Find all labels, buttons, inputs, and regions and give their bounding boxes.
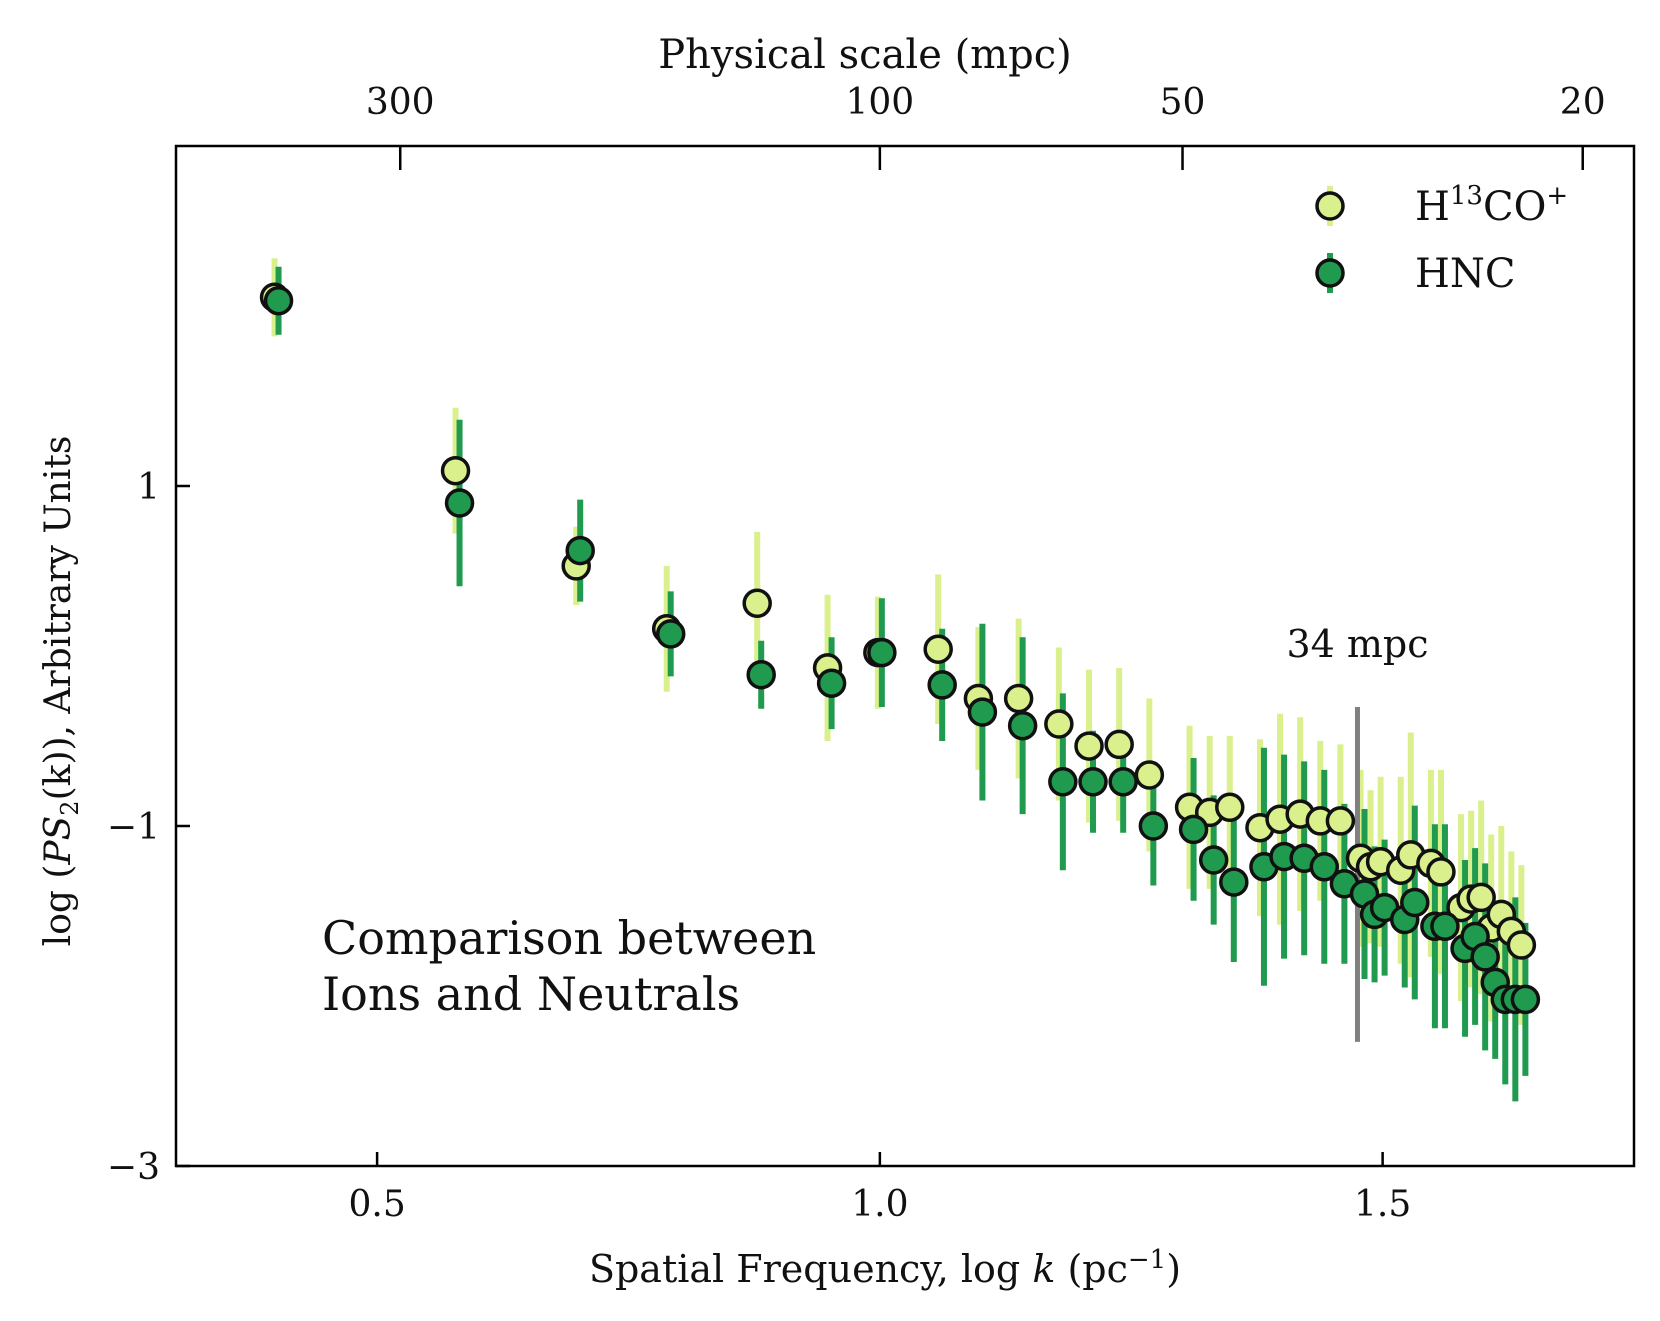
data-point bbox=[1426, 857, 1456, 887]
data-point bbox=[655, 619, 686, 649]
data-point bbox=[1198, 845, 1229, 875]
data-point bbox=[263, 285, 294, 316]
data-point bbox=[923, 634, 953, 664]
data-point bbox=[742, 588, 772, 619]
data-point bbox=[1510, 984, 1541, 1015]
data-point bbox=[1219, 867, 1249, 897]
data-point bbox=[1003, 683, 1034, 714]
data-point bbox=[1470, 942, 1500, 972]
data-point bbox=[1007, 710, 1038, 741]
data-point bbox=[1044, 709, 1074, 739]
data-point bbox=[444, 488, 475, 518]
data-point bbox=[1138, 811, 1169, 841]
data-point bbox=[1430, 911, 1460, 942]
ticks: 0.5 1.0 1.5 1 −1 −3 300 100 50 20 bbox=[107, 82, 1606, 1225]
data-point bbox=[1325, 806, 1356, 836]
y-tick-label: −3 bbox=[107, 1147, 160, 1188]
top-tick-label: 100 bbox=[846, 82, 915, 123]
y-axis-label: log (PS2(k)), Arbitrary Units bbox=[38, 436, 84, 947]
legend-label: HNC bbox=[1415, 251, 1516, 297]
data-point bbox=[967, 697, 998, 727]
annotation-line-1: Comparison between bbox=[322, 911, 816, 965]
legend-label: H13CO+ bbox=[1415, 181, 1568, 230]
data-points bbox=[259, 282, 1541, 1015]
top-tick-label: 50 bbox=[1160, 82, 1206, 123]
top-tick-label: 20 bbox=[1560, 82, 1606, 123]
legend-marker bbox=[1315, 258, 1345, 288]
legend-marker bbox=[1315, 191, 1345, 221]
data-point bbox=[565, 535, 595, 566]
x-axis-label: Spatial Frequency, log k (pc−1) bbox=[589, 1245, 1181, 1291]
x-tick-label: 0.5 bbox=[348, 1184, 405, 1225]
data-point bbox=[1048, 767, 1078, 797]
data-point bbox=[1400, 887, 1430, 918]
data-point bbox=[1108, 767, 1138, 797]
y-tick-label: −1 bbox=[107, 807, 160, 848]
data-point bbox=[816, 668, 847, 698]
data-point bbox=[1104, 729, 1134, 760]
legend: H13CO+ HNC bbox=[1315, 181, 1568, 297]
x-tick-label: 1.5 bbox=[1354, 1184, 1411, 1225]
data-point bbox=[1134, 760, 1165, 790]
data-point bbox=[1215, 792, 1245, 823]
data-point bbox=[1078, 767, 1108, 797]
data-point bbox=[1309, 852, 1340, 882]
data-point bbox=[1178, 814, 1209, 845]
vline-label: 34 mpc bbox=[1286, 622, 1428, 666]
data-point bbox=[867, 637, 897, 668]
data-point bbox=[440, 455, 471, 486]
top-axis-label: Physical scale (mpc) bbox=[658, 32, 1071, 78]
y-tick-label: 1 bbox=[137, 467, 160, 508]
data-point bbox=[1466, 882, 1496, 913]
annotation-line-2: Ions and Neutrals bbox=[322, 967, 740, 1021]
data-point bbox=[1074, 731, 1104, 761]
top-tick-label: 300 bbox=[366, 82, 435, 123]
plot-frame bbox=[174, 144, 1636, 1168]
data-point bbox=[746, 659, 776, 690]
x-tick-label: 1.0 bbox=[851, 1184, 908, 1225]
data-point bbox=[1506, 930, 1537, 960]
data-point bbox=[927, 670, 957, 700]
